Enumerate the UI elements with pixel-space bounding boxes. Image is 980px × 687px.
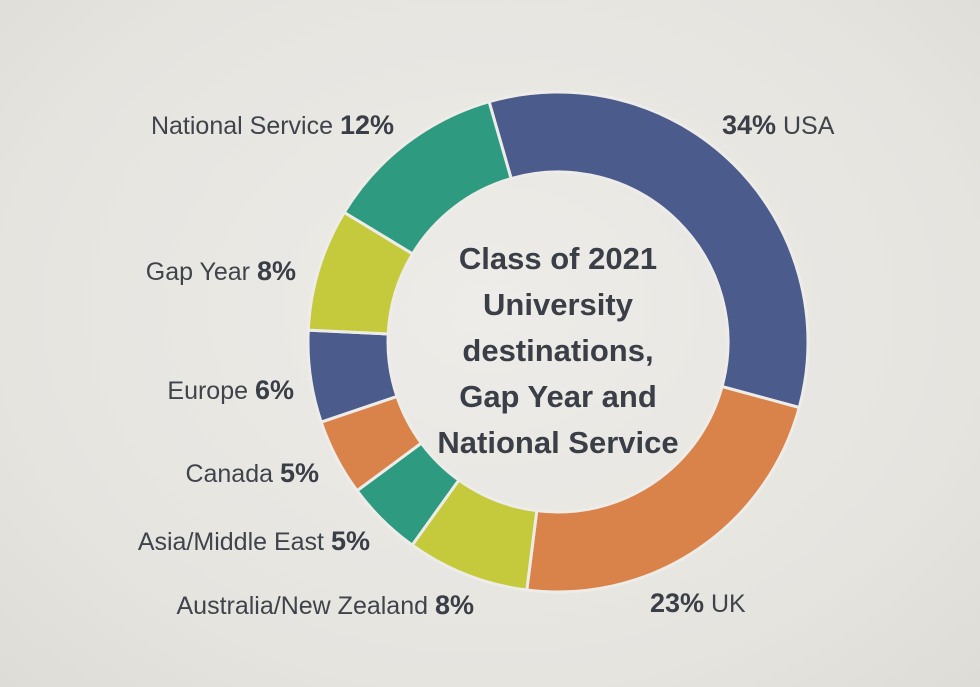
label-europe: Europe 6%: [167, 375, 294, 406]
label-name: Australia/New Zealand: [176, 592, 429, 620]
label-value: 8%: [256, 256, 296, 286]
label-value: 6%: [254, 375, 294, 405]
slice-uk: [525, 384, 802, 594]
label-canada: Canada 5%: [185, 458, 319, 489]
slice-usa: [487, 90, 810, 410]
title-line: destinations,: [462, 333, 654, 368]
label-name: Europe: [167, 377, 249, 405]
title-line: Gap Year and: [459, 379, 657, 414]
label-asia-middle-east: Asia/Middle East 5%: [138, 526, 370, 557]
label-name: Asia/Middle East: [137, 528, 325, 556]
label-uk: 23% UK: [650, 588, 746, 619]
chart-title: Class of 2021 University destinations, G…: [408, 236, 708, 466]
title-line: National Service: [437, 425, 679, 460]
label-name: Gap Year: [145, 258, 251, 286]
label-name: National Service: [150, 112, 333, 140]
title-line: University: [483, 287, 633, 322]
label-value: 12%: [339, 110, 394, 140]
label-usa: 34% USA: [722, 110, 834, 141]
label-gap-year: Gap Year 8%: [146, 256, 296, 287]
label-australia-new-zealand: Australia/New Zealand 8%: [177, 590, 475, 621]
label-name: Canada: [185, 460, 274, 488]
title-line: Class of 2021: [458, 241, 658, 276]
slice-national-service: [342, 99, 513, 256]
label-value: 8%: [434, 590, 474, 620]
label-national-service: National Service 12%: [151, 110, 394, 141]
label-value: 23%: [650, 588, 705, 618]
label-name: USA: [783, 112, 835, 140]
label-value: 34%: [722, 110, 777, 140]
label-value: 5%: [330, 526, 370, 556]
label-value: 5%: [279, 458, 319, 488]
label-name: UK: [711, 590, 746, 618]
